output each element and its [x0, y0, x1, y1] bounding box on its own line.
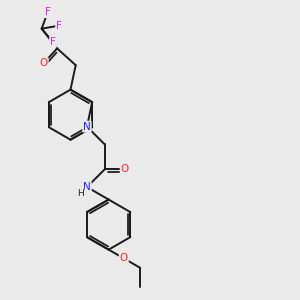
Text: F: F — [56, 21, 62, 31]
Text: N: N — [83, 182, 91, 192]
Text: O: O — [121, 164, 129, 174]
Text: O: O — [40, 58, 48, 68]
Text: N: N — [83, 122, 91, 132]
Text: F: F — [45, 7, 51, 17]
Text: O: O — [120, 254, 128, 263]
Text: H: H — [77, 189, 84, 198]
Text: F: F — [50, 37, 56, 47]
